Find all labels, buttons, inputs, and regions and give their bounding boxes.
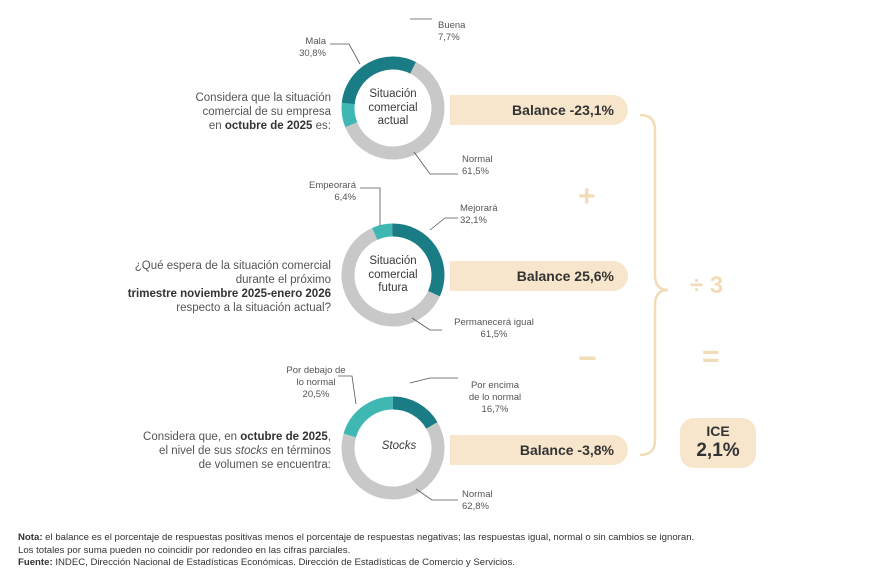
slice-empeorara xyxy=(372,223,393,240)
balance-1: Balance -23,1% xyxy=(450,95,628,125)
donut-1-center-label: Situación comercial actual xyxy=(368,88,418,127)
slice-por-debajo xyxy=(343,396,394,438)
footnotes: Nota: el balance es el porcentaje de res… xyxy=(18,532,695,568)
leader-line-4 xyxy=(360,187,381,226)
leader-line-5 xyxy=(429,217,458,231)
ice-box: ICE 2,1% xyxy=(680,418,756,468)
donut-3-center-label: Stocks xyxy=(381,440,417,452)
ice-value: 2,1% xyxy=(696,440,740,461)
label-buena: Buena 7,7% xyxy=(438,20,466,43)
balance-2: Balance 25,6% xyxy=(450,261,628,291)
leader-line-9 xyxy=(415,488,458,501)
label-permanecera-igual: Permanecerá igual 61,5% xyxy=(454,317,534,340)
leader-line-8 xyxy=(409,377,458,384)
donut-2-center-label: Situación comercial futura xyxy=(368,255,418,294)
plus-operator: + xyxy=(578,180,596,213)
slice-por-encima xyxy=(392,396,438,429)
slice-mejorara xyxy=(392,223,445,297)
label-empeorara: Empeorará 6,4% xyxy=(309,180,356,203)
leader-line-7 xyxy=(338,375,357,405)
label-normal-3: Normal 62,8% xyxy=(462,489,493,512)
label-mala: Mala 30,8% xyxy=(299,36,326,59)
question-3: Considera que, en octubre de 2025, el ni… xyxy=(143,431,331,471)
label-por-debajo: Por debajo de lo normal 20,5% xyxy=(286,365,346,400)
question-1: Considera que la situación comercial de … xyxy=(195,92,331,132)
label-normal-1: Normal 61,5% xyxy=(462,154,493,177)
slice-normal-3 xyxy=(341,422,445,500)
balance-3: Balance -3,8% xyxy=(450,435,628,465)
question-2: ¿Qué espera de la situación comercial du… xyxy=(127,260,331,314)
leader-line-6 xyxy=(411,317,442,331)
ice-label: ICE xyxy=(706,423,730,439)
divide-operator: ÷ 3 xyxy=(690,272,724,299)
leader-line-3 xyxy=(413,151,458,175)
slice-normal-1 xyxy=(345,61,445,160)
equals-operator: = xyxy=(702,340,720,373)
leader-line-1 xyxy=(330,43,361,65)
label-por-encima: Por encima de lo normal 16,7% xyxy=(468,380,522,415)
slice-permanecera-igual xyxy=(341,227,440,327)
slice-mala xyxy=(341,102,358,128)
slice-buena xyxy=(341,56,417,105)
label-mejorara: Mejorará 32,1% xyxy=(460,203,498,226)
minus-operator: − xyxy=(578,340,597,376)
bracket xyxy=(639,113,669,457)
